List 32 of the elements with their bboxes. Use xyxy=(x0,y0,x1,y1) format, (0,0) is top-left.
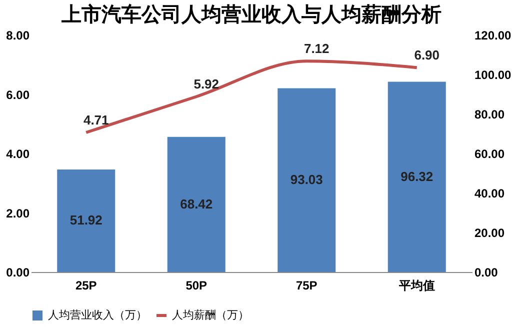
y-tick-label: 8.00 xyxy=(6,28,30,42)
x-tick-label: 25P xyxy=(75,278,97,292)
bar xyxy=(388,82,446,272)
data-label: 4.71 xyxy=(83,112,109,128)
line-series xyxy=(84,60,418,134)
data-label: 93.03 xyxy=(290,172,323,188)
bar xyxy=(167,136,226,272)
y-tick-label: 6.00 xyxy=(6,88,30,102)
y2-tick-label: 0.00 xyxy=(474,266,498,280)
legend-label: 人均营业收入（万） xyxy=(48,308,147,322)
x-tick-label: 50P xyxy=(186,278,208,292)
legend-label: 人均薪酬（万） xyxy=(172,308,249,322)
data-label: 68.42 xyxy=(180,196,213,212)
data-label: 5.92 xyxy=(194,76,220,92)
x-tick-label: 平均值 xyxy=(398,278,435,292)
data-label: 7.12 xyxy=(304,41,330,56)
chart-title: 上市汽车公司人均营业收入与人均薪酬分析 xyxy=(60,3,442,26)
y2-tick-label: 60.00 xyxy=(474,147,505,161)
data-label: 51.92 xyxy=(70,212,102,228)
y2-tick-label: 40.00 xyxy=(474,186,505,200)
data-label: 6.90 xyxy=(414,48,440,63)
bar xyxy=(57,169,116,272)
y2-tick-label: 100.00 xyxy=(474,68,512,82)
y2-tick-label: 80.00 xyxy=(474,108,505,122)
y-tick-label: 0.00 xyxy=(6,266,30,280)
y-tick-label: 4.00 xyxy=(6,147,30,161)
y2-tick-label: 20.00 xyxy=(474,226,505,240)
data-label: 96.32 xyxy=(400,168,434,184)
y2-tick-label: 120.00 xyxy=(474,28,512,42)
y-tick-label: 2.00 xyxy=(6,206,30,220)
bar xyxy=(278,88,336,272)
x-tick-label: 75P xyxy=(296,278,318,292)
